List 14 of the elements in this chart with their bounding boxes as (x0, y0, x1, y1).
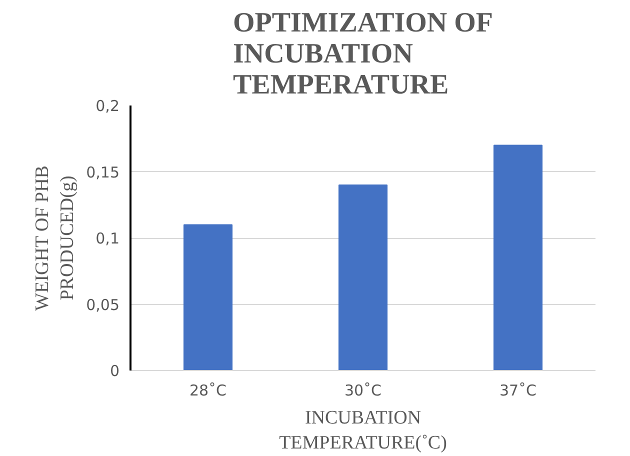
y-tick-label: 0,15 (86, 163, 120, 182)
y-axis-title: WEIGHT OF PHB PRODUCED(g) (32, 166, 78, 311)
y-tick-label: 0 (110, 362, 120, 380)
x-tick-label: 30˚C (344, 382, 382, 400)
x-tick-label: 37˚C (499, 382, 537, 400)
x-tick-label: 28˚C (189, 382, 227, 400)
bar (183, 224, 233, 370)
x-axis-title: INCUBATION TEMPERATURE(˚C) (279, 408, 447, 454)
chart-title: OPTIMIZATION OF INCUBATION TEMPERATURE (232, 8, 494, 100)
y-tick-label: 0,1 (96, 230, 120, 248)
y-tick-label: 0,05 (86, 296, 120, 314)
bar (338, 184, 388, 370)
bar (493, 144, 543, 370)
y-tick-label: 0,2 (96, 97, 120, 115)
